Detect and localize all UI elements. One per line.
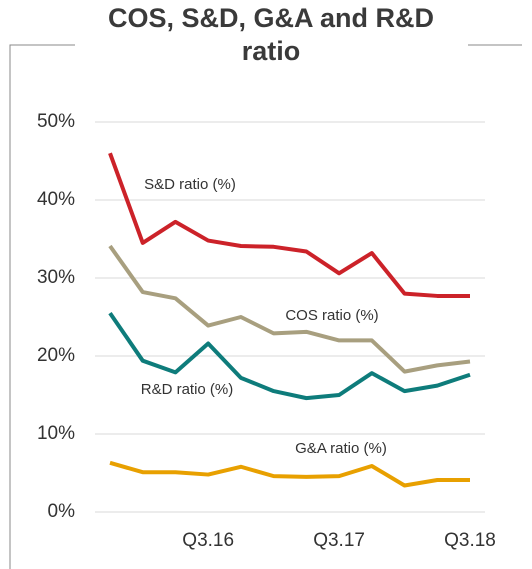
y-tick-label: 50%: [37, 111, 75, 132]
frame-left: [9, 44, 75, 569]
series-line: [109, 460, 470, 488]
y-tick-label: 20%: [37, 345, 75, 366]
y-tick-label: 10%: [37, 423, 75, 444]
series-label: G&A ratio (%): [295, 440, 387, 457]
frame: [9, 44, 522, 569]
y-tick-label: 0%: [48, 501, 76, 522]
series-label: S&D ratio (%): [144, 176, 236, 193]
series-line: [108, 311, 471, 401]
series-line: [108, 152, 470, 298]
y-tick-label: 30%: [37, 267, 75, 288]
x-tick-label: Q3.17: [313, 530, 365, 551]
series-label: R&D ratio (%): [141, 381, 234, 398]
series-label: COS ratio (%): [285, 307, 378, 324]
y-tick-label: 40%: [37, 189, 75, 210]
chart-title: COS, S&D, G&A and R&D ratio: [107, 3, 435, 66]
x-tick-label: Q3.18: [444, 530, 496, 551]
series-line: [108, 244, 471, 374]
x-tick-label: Q3.16: [182, 530, 234, 551]
